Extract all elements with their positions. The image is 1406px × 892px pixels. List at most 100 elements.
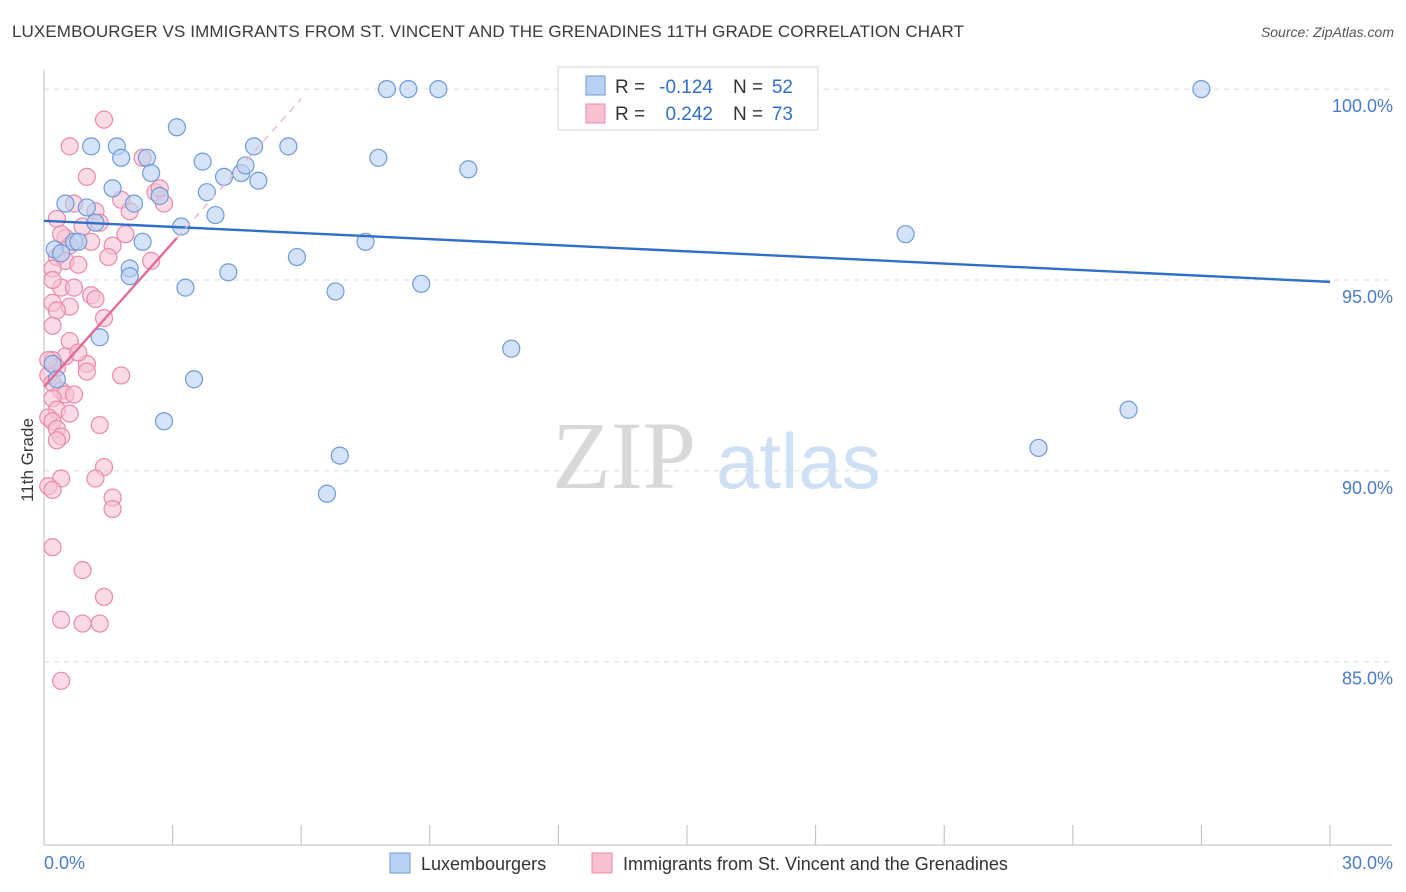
data-point-luxembourgers [124, 194, 144, 213]
data-point-immigrants [86, 289, 105, 309]
legend-n-label-1: N = [733, 77, 763, 98]
data-point-immigrants [43, 270, 62, 290]
data-point-luxembourgers [56, 194, 75, 213]
data-point-immigrants [142, 251, 161, 270]
data-point-immigrants [77, 167, 96, 186]
data-point-luxembourgers [206, 205, 225, 225]
data-point-immigrants [99, 247, 118, 267]
data-point-immigrants [43, 538, 62, 557]
data-point-luxembourgers [356, 232, 375, 251]
legend-r-label-1: R = [615, 77, 645, 98]
data-point-luxembourgers [429, 79, 448, 99]
legend-swatch-immigrants [585, 103, 606, 124]
data-point-luxembourgers [142, 163, 161, 183]
data-point-immigrants [94, 110, 114, 129]
data-point-luxembourgers [150, 186, 169, 206]
data-point-luxembourgers [287, 247, 307, 267]
data-point-luxembourgers [90, 328, 109, 347]
x-tick-label: 0.0% [44, 853, 85, 873]
data-point-luxembourgers [193, 152, 212, 171]
series-legend: Luxembourgers Immigrants from St. Vincen… [389, 852, 1008, 874]
data-point-luxembourgers [236, 156, 255, 175]
data-point-luxembourgers [1119, 400, 1138, 419]
data-point-immigrants [52, 671, 71, 690]
series-legend-label-immigrants: Immigrants from St. Vincent and the Gren… [623, 854, 1008, 874]
data-point-immigrants [69, 255, 88, 274]
data-point-luxembourgers [330, 446, 349, 465]
data-point-immigrants [47, 301, 66, 320]
data-point-immigrants [60, 404, 79, 423]
data-point-immigrants [69, 343, 88, 362]
data-point-luxembourgers [1192, 79, 1211, 99]
data-point-luxembourgers [412, 274, 431, 293]
legend-n-value-2: 73 [772, 104, 793, 125]
data-point-luxembourgers [137, 148, 156, 167]
watermark-atlas: atlas [716, 417, 881, 505]
y-tick-label: 95.0% [1342, 287, 1393, 307]
axes: 100.0% 95.0% 90.0% 85.0% 0.0% 30.0% [43, 70, 1393, 873]
series-legend-label-luxembourgers: Luxembourgers [421, 854, 546, 874]
data-point-luxembourgers [214, 167, 234, 186]
data-point-luxembourgers [103, 179, 122, 198]
trend-lines [43, 98, 1331, 388]
y-tick-label: 90.0% [1342, 478, 1393, 498]
data-point-immigrants [64, 385, 84, 404]
legend-r-value-1: -0.124 [659, 77, 713, 98]
data-point-immigrants [43, 316, 62, 335]
trend-line-immigrants [43, 237, 178, 388]
data-point-luxembourgers [77, 198, 96, 217]
legend-swatch-luxembourgers [585, 75, 606, 96]
y-tick-label: 85.0% [1342, 669, 1393, 689]
legend-n-value-1: 52 [772, 77, 793, 98]
data-point-luxembourgers [896, 225, 915, 244]
data-point-immigrants [116, 225, 135, 244]
x-tick-label: 30.0% [1342, 853, 1393, 873]
data-point-immigrants [64, 278, 84, 297]
stats-legend: R = -0.124 N = 52 R = 0.242 N = 73 [557, 66, 819, 131]
series-legend-swatch-luxembourgers [389, 852, 411, 874]
data-point-luxembourgers [317, 484, 337, 503]
data-point-luxembourgers [279, 137, 298, 156]
data-point-luxembourgers [197, 183, 216, 202]
data-point-luxembourgers [377, 79, 397, 99]
data-point-immigrants [112, 366, 131, 385]
data-point-luxembourgers [112, 148, 131, 167]
data-point-luxembourgers [1029, 438, 1048, 458]
watermark: ZIP atlas [552, 402, 881, 509]
data-point-immigrants [47, 209, 66, 228]
data-point-immigrants [43, 480, 62, 500]
legend-r-label-2: R = [615, 104, 645, 125]
data-point-luxembourgers [176, 278, 195, 297]
data-point-immigrants [52, 610, 71, 629]
data-point-immigrants [60, 137, 79, 156]
legend-r-value-2: 0.242 [665, 104, 713, 125]
data-point-luxembourgers [167, 118, 186, 137]
data-point-luxembourgers [502, 339, 521, 358]
data-point-luxembourgers [184, 370, 204, 389]
data-point-immigrants [103, 499, 122, 519]
data-point-luxembourgers [399, 79, 418, 99]
data-point-luxembourgers [219, 263, 238, 282]
data-point-immigrants [77, 362, 96, 381]
data-point-immigrants [73, 614, 92, 633]
data-point-luxembourgers [249, 171, 268, 190]
data-point-immigrants [73, 561, 92, 580]
series-legend-swatch-immigrants [591, 852, 613, 874]
watermark-zip: ZIP [552, 402, 696, 509]
data-point-immigrants [94, 587, 114, 606]
data-point-immigrants [90, 415, 109, 435]
data-point-luxembourgers [120, 267, 139, 286]
data-point-immigrants [86, 469, 105, 488]
data-point-luxembourgers [369, 148, 388, 167]
data-point-luxembourgers [326, 282, 345, 301]
data-point-luxembourgers [52, 244, 71, 263]
data-point-luxembourgers [133, 232, 152, 251]
legend-n-label-2: N = [733, 104, 763, 125]
series-luxembourgers-points [43, 79, 1211, 503]
data-point-luxembourgers [82, 137, 101, 156]
data-point-immigrants [47, 431, 66, 450]
data-point-luxembourgers [69, 232, 88, 251]
source-label: Source: ZipAtlas.com [1260, 24, 1394, 40]
y-tick-label: 100.0% [1332, 96, 1393, 116]
